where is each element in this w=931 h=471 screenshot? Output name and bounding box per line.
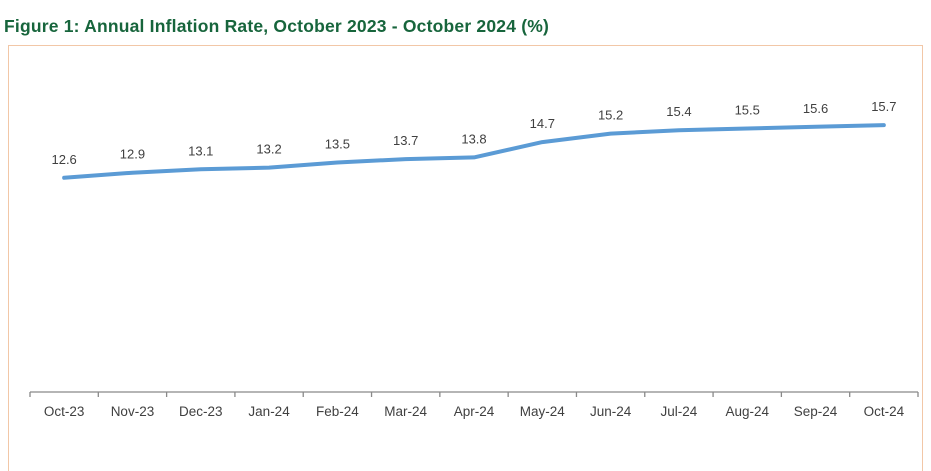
x-axis-label: Jan-24 (248, 404, 290, 419)
data-label: 14.7 (530, 116, 555, 131)
x-axis-label: Dec-23 (179, 404, 223, 419)
data-label: 15.2 (598, 108, 623, 123)
x-axis-label: May-24 (520, 404, 566, 419)
data-label: 12.6 (51, 152, 76, 167)
inflation-line-chart: Oct-23 Nov-23 Dec-23 Jan-24 Feb-24 Mar-24 Apr-… (29, 99, 919, 419)
x-axis-label: Mar-24 (384, 404, 427, 419)
data-label: 15.7 (871, 99, 896, 114)
x-axis-label: Jun-24 (590, 404, 632, 419)
data-label: 13.5 (325, 137, 350, 152)
x-axis-label: Apr-24 (454, 404, 495, 419)
chart-frame: Oct-23 Nov-23 Dec-23 Jan-24 Feb-24 Mar-24 Apr-… (8, 45, 923, 471)
x-axis-label: Nov-23 (111, 404, 155, 419)
figure-title: Figure 1: Annual Inflation Rate, October… (4, 16, 550, 36)
x-axis-label: Oct-23 (44, 404, 85, 419)
data-label: 15.5 (735, 103, 760, 118)
x-axis-label: Oct-24 (864, 404, 905, 419)
data-label: 12.9 (120, 147, 145, 162)
inflation-series-line (62, 123, 886, 180)
x-axis-label: Aug-24 (725, 404, 769, 419)
data-label: 13.8 (461, 131, 486, 146)
x-axis-label: Jul-24 (661, 404, 698, 419)
x-axis-label: Sep-24 (794, 404, 838, 419)
data-label: 13.7 (393, 133, 418, 148)
data-label: 15.6 (803, 101, 828, 116)
x-axis-label: Feb-24 (316, 404, 359, 419)
data-label: 13.1 (188, 143, 213, 158)
data-label: 15.4 (666, 104, 691, 119)
data-label: 13.2 (256, 142, 281, 157)
x-axis (29, 391, 919, 397)
